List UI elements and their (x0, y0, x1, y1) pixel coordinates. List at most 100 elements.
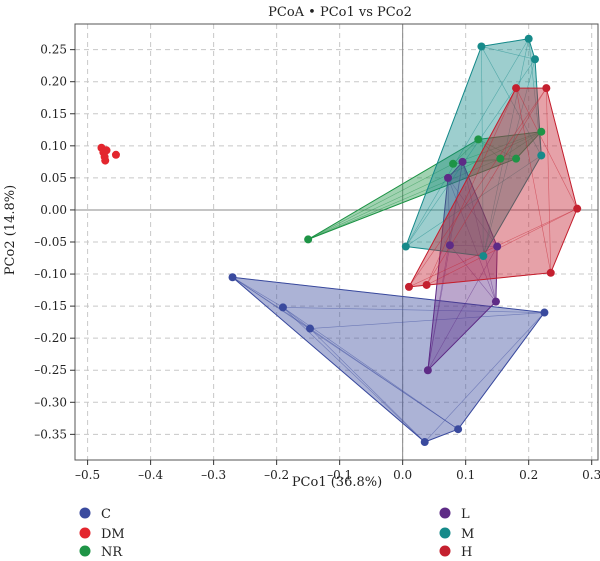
hull-edge-c (232, 277, 284, 308)
point-dm (102, 146, 111, 155)
legend-label-c: C (101, 507, 111, 522)
legend: C DM NR LMH (79, 507, 474, 560)
hull-edge-m (481, 38, 529, 47)
point-m (401, 242, 410, 251)
point-m (530, 55, 539, 64)
hull-edge-m (405, 246, 484, 257)
hull-edge-c (282, 307, 545, 313)
hull-edge-h (408, 208, 578, 288)
point-l (423, 366, 432, 375)
legend-marker-h (439, 545, 451, 557)
legend-label-m: M (461, 527, 474, 542)
hull-edge-h (426, 87, 517, 286)
data-points (97, 34, 582, 447)
y-tick-label: –0.05 (34, 235, 67, 249)
point-l (491, 297, 500, 306)
hull-edge-h (546, 88, 552, 273)
hull-edge-h (550, 208, 578, 273)
point-nr (496, 154, 505, 163)
hull-edge-l (447, 177, 497, 302)
hull-edge-nr (478, 139, 501, 159)
point-c (540, 308, 549, 317)
hull-edge-m (405, 38, 529, 247)
y-tick-label: –0.15 (34, 299, 67, 313)
chart-title: PCoA • PCo1 vs PCo2 (268, 5, 412, 20)
x-tick-label: 0.2 (519, 468, 538, 482)
point-h (422, 280, 431, 289)
hull-edge-m (483, 59, 536, 257)
hull-edge-c (232, 276, 545, 313)
hull-edge-c (457, 312, 545, 430)
hull-edge-h (515, 87, 578, 209)
x-tick-label: –0.1 (327, 468, 352, 482)
y-tick-label: 0.10 (40, 139, 67, 153)
y-tick-label: 0.25 (40, 43, 67, 57)
hull-edge-nr (308, 163, 454, 240)
legend-marker-l (439, 507, 451, 519)
legend-marker-c (79, 507, 91, 519)
hull-edge-h (426, 87, 547, 286)
x-tick-label: 0.1 (456, 468, 475, 482)
hull-edge-l (427, 301, 497, 371)
y-tick-label: –0.30 (34, 395, 67, 409)
hull-edge-h (408, 87, 547, 288)
hull-edge-c (424, 312, 545, 443)
hull-edge-c (309, 328, 459, 430)
hull-edge-m (481, 46, 536, 60)
point-c (454, 425, 463, 434)
point-m (524, 34, 533, 43)
hull-edge-l (449, 245, 497, 302)
hull-edge-m (534, 59, 542, 156)
y-tick-label: 0.20 (40, 75, 67, 89)
y-tick-label: 0.05 (40, 171, 67, 185)
point-nr (537, 127, 546, 136)
y-tick-label: –0.35 (34, 427, 67, 441)
hull-edge-l (427, 246, 498, 371)
x-tick-label: 0.0 (393, 468, 412, 482)
x-tick-label: –0.2 (264, 468, 289, 482)
point-l (445, 241, 454, 250)
hull-edge-l (427, 177, 449, 371)
y-tick-label: 0.15 (40, 107, 67, 121)
point-h (512, 84, 521, 93)
y-tick-label: –0.20 (34, 331, 67, 345)
y-tick-label: –0.25 (34, 363, 67, 377)
point-m (479, 252, 488, 261)
hull-edge-h (515, 88, 552, 273)
point-m (477, 42, 486, 51)
point-h (573, 204, 582, 213)
point-l (444, 173, 453, 182)
hull-edge-h (408, 87, 517, 288)
hull-edge-c (309, 328, 425, 443)
point-c (278, 303, 287, 312)
hull-edge-nr (452, 131, 542, 165)
point-dm (111, 150, 120, 159)
point-dm (101, 156, 110, 165)
hull-edge-h (426, 208, 578, 286)
point-nr (449, 159, 458, 168)
x-tick-label: 0.3 (582, 468, 600, 482)
y-axis-title: PCo2 (14.8%) (3, 185, 18, 275)
hull-edge-nr (515, 131, 542, 159)
x-axis-title: PCo1 (36.8%) (292, 475, 382, 490)
legend-label-nr: NR (101, 545, 123, 560)
hull-edge-m (405, 46, 482, 247)
x-tick-label: –0.4 (138, 468, 163, 482)
hull-edge-c (282, 307, 311, 329)
hull-edge-nr (308, 131, 542, 240)
point-nr (512, 154, 521, 163)
point-h (546, 268, 555, 277)
point-l (493, 242, 502, 251)
point-m (537, 151, 546, 160)
legend-marker-nr (79, 545, 91, 557)
hull-edge-l (495, 246, 498, 302)
legend-label-h: H (461, 545, 472, 560)
hull-edge-m (528, 38, 542, 156)
hull-edge-c (424, 428, 459, 443)
hull-edge-m (481, 46, 542, 156)
axis-ticks: –0.5 –0.4 –0.3 –0.2 –0.1 0.0 0.1 0.2 0.3 0.25 0.20… (34, 43, 600, 482)
hull-edge-h (426, 272, 551, 286)
hull-edge-nr (308, 158, 501, 240)
hull-edge-c (232, 277, 425, 443)
